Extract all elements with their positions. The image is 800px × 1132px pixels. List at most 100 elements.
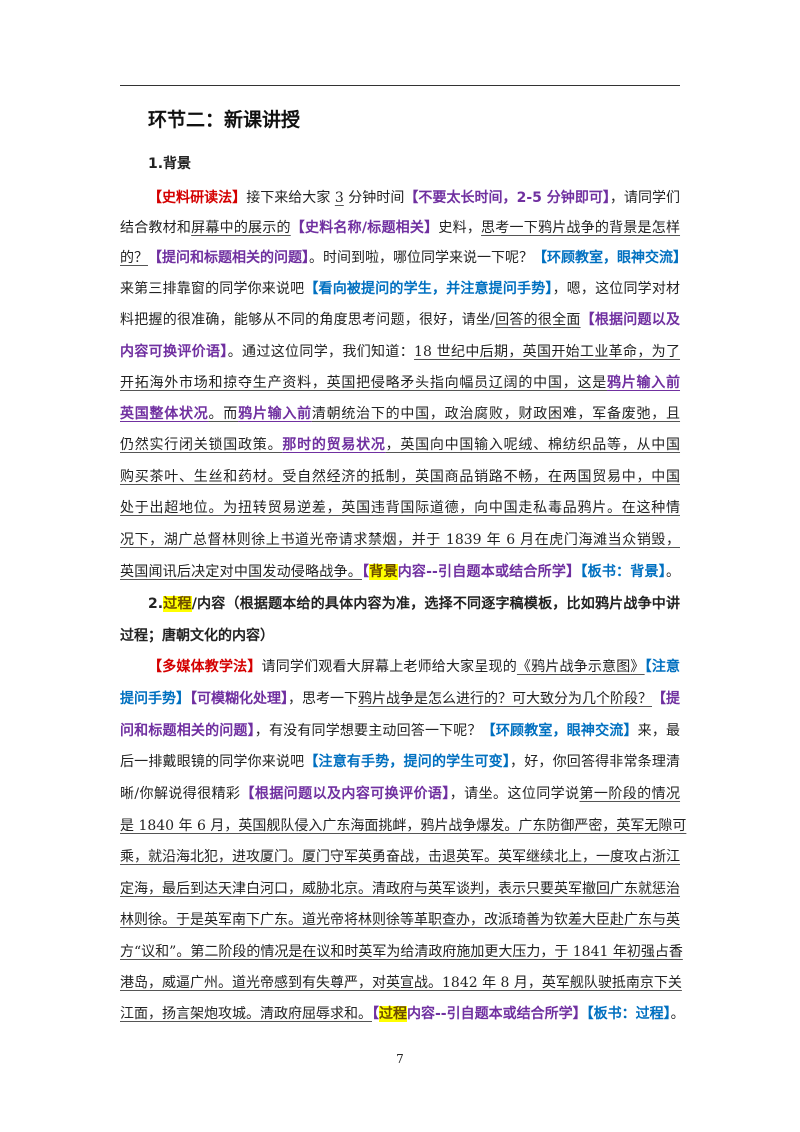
underlined-text: 的？ <box>120 250 148 266</box>
paragraph1-line: 结合教材和屏幕中的展示的【史料名称/标题相关】史料，思考一下鸦片战争的背景是怎样 <box>120 218 680 238</box>
underlined-text: ，英国向中国输入呢绒、棉纺织品等，从中国 <box>385 437 681 453</box>
underlined-text: 处于出超地位。为扭转贸易逆差，英国违背国际道德，向中国走私毒品鸦片。在这种情 <box>120 500 680 516</box>
underlined-text: 第一阶段的情况 <box>579 786 681 802</box>
paragraph1-line: 来第三排靠窗的同学你来说吧【看向被提问的学生，并注意提问手势】，嗯，这位同学对材 <box>120 279 680 299</box>
paragraph2-line: 乘，就沿海北犯，进攻厦门。厦门守军英勇奋战，击退英军。英军继续北上，一度攻占浙江 <box>120 847 680 867</box>
underlined-text: 英国闻讯后决定对中国发动侵略战争。 <box>120 564 362 580</box>
text: 请同学们观看大屏幕上老师给大家呈现的 <box>261 659 517 675</box>
text: ，请坐。这位同学说 <box>449 786 580 802</box>
underlined-text: 江面，扬言架炮攻城。清政府屈辱求和。 <box>120 1006 372 1022</box>
note-tag: 内容可换评价语】 <box>120 344 228 360</box>
underlined-text: 3 <box>334 190 344 206</box>
underlined-text: 屏幕中的展示的 <box>191 220 291 236</box>
paragraph1-line: 开拓海外市场和掠夺生产资料，英国把侵略矛头指向幅员辽阔的中国，这是鸦片输入前 <box>120 373 680 393</box>
text: /内容（根据题本给的具体内容为准，选择不同逐字稿模板，比如鸦片战争中讲 <box>191 596 680 612</box>
note-tag: 【可模糊化处理】 <box>190 691 288 707</box>
action-tag: 提问手势】 <box>120 691 190 707</box>
text: ，思考一下 <box>288 691 358 707</box>
text: 来第三排靠窗的同学你来说吧 <box>120 281 305 297</box>
page-number: 7 <box>396 1052 404 1066</box>
text: ，好，你回答得非常条理清 <box>510 754 681 770</box>
action-tag: 【环顾教室，眼神交流】 <box>481 723 638 739</box>
paragraph1-line: 料把握的很准确，能够从不同的角度思考问题，很好，请坐/回答的很全面【根据问题以及 <box>120 310 680 330</box>
highlighted-text: 过程 <box>379 1006 407 1022</box>
header-rule <box>120 85 680 86</box>
text: ，有没有同学想要主动回答一下呢？ <box>254 723 482 739</box>
text: 结合教材和 <box>120 220 192 236</box>
note-tag: 【 <box>361 564 370 580</box>
paragraph1-line: 仍然实行闭关锁国政策。那时的贸易状况，英国向中国输入呢绒、棉纺织品等，从中国 <box>120 435 680 455</box>
paragraph2-line: 方“议和”。第二阶段的情况是在议和时英军为给清政府施加更大压力，于 1841 年… <box>120 942 683 962</box>
text: 2. <box>148 596 164 612</box>
note-tag: 【 <box>372 1006 379 1022</box>
text: 来，最 <box>637 723 681 739</box>
text: 。 <box>670 1006 685 1022</box>
text: 。 <box>666 564 680 580</box>
paragraph2-line: 港岛，威逼广州。道光帝感到有失尊严，对英宣战。1842 年 8 月，英军舰队驶抵… <box>120 973 682 993</box>
note-tag: 内容--引自题本或结合所学】 <box>407 1006 587 1022</box>
paragraph1-line: 英国闻讯后决定对中国发动侵略战争。【背景内容--引自题本或结合所学】【板书：背景… <box>120 562 680 582</box>
method-tag: 【史料研读法】 <box>148 190 247 206</box>
underlined-text: 回答的很全面 <box>494 312 581 328</box>
action-tag: 【板书：背景】 <box>580 564 666 580</box>
paragraph2-line: 提问手势】【可模糊化处理】，思考一下鸦片战争是怎么进行的？可大致分为几个阶段？【… <box>120 689 680 709</box>
emphasis-text: 那时的贸易状况 <box>282 437 386 453</box>
paragraph2-line: 江面，扬言架炮攻城。清政府屈辱求和。【过程内容--引自题本或结合所学】【板书：过… <box>120 1004 685 1024</box>
note-tag: 【提问和标题相关的问题】 <box>148 250 309 266</box>
paragraph1-line: 英国整体状况。而鸦片输入前清朝统治下的中国，政治腐败，财政困难，军备废弛，且 <box>120 404 680 424</box>
action-tag: 【注意 <box>644 659 681 675</box>
underlined-text: 18 世纪中后期，英国开始工业革命，为了 <box>414 344 681 360</box>
highlighted-text: 过程 <box>163 596 192 612</box>
action-tag: 【环顾教室，眼神交流】 <box>533 250 687 266</box>
paragraph2-line: 问和标题相关的问题】，有没有同学想要主动回答一下呢？【环顾教室，眼神交流】来，最 <box>120 721 680 741</box>
note-tag: 内容--引自题本或结合所学】 <box>397 564 581 580</box>
emphasis-text: 英国整体状况 <box>120 406 209 422</box>
heading2-line: 过程；唐朝文化的内容） <box>120 626 680 646</box>
paragraph2-line: 【多媒体教学法】请同学们观看大屏幕上老师给大家呈现的《鸦片战争示意图》【注意 <box>148 657 680 677</box>
method-tag: 【多媒体教学法】 <box>148 659 262 675</box>
paragraph1-line: 购买茶叶、生丝和药材。受自然经济的抵制，英国商品销路不畅，在两国贸易中，中国 <box>120 467 680 487</box>
underlined-text: 林则徐。于是英军南下广东。道光帝将林则徐等革职查办，改派琦善为钦差大臣赴广东与英 <box>120 912 680 928</box>
emphasis-text: 鸦片输入前 <box>606 375 681 391</box>
text: ，嗯，这位同学对材 <box>552 281 681 297</box>
text: 分钟时间 <box>343 190 405 206</box>
paragraph1-line: 处于出超地位。为扭转贸易逆差，英国违背国际道德，向中国走私毒品鸦片。在这种情 <box>120 498 680 518</box>
paragraph1-line: 况下，湖广总督林则徐上书道光帝请求禁烟，并于 1839 年 6 月在虎门海滩当众… <box>120 530 680 550</box>
text: 后一排戴眼镜的同学你来说吧 <box>120 754 305 770</box>
note-tag: 【根据问题以及 <box>580 312 681 328</box>
paragraph2-line: 晰/你解说得很精彩【根据问题以及内容可换评价语】，请坐。这位同学说第一阶段的情况 <box>120 784 680 804</box>
underlined-text: 思考一下鸦片战争的背景是怎样 <box>481 220 681 236</box>
note-tag: 【不要太长时间，2-5 分钟即可】 <box>404 190 610 206</box>
underlined-text: 仍然实行闭关锁国政策。 <box>120 437 283 453</box>
text: 。时间到啦，哪位同学来说一下呢？ <box>309 250 533 266</box>
action-tag: 【看向被提问的学生，并注意提问手势】 <box>304 281 553 297</box>
note-tag: 【提 <box>652 691 680 707</box>
note-tag: 问和标题相关的问题】 <box>120 723 255 739</box>
note-tag: 【根据问题以及内容可换评价语】 <box>240 786 450 802</box>
paragraph2-line: 是 1840 年 6 月，英国舰队侵入广东海面挑衅，鸦片战争爆发。广东防御严密，… <box>120 816 686 836</box>
note-tag: 【史料名称/标题相关】 <box>290 220 439 236</box>
underlined-text: 方“议和”。第二阶段的情况是在议和时英军为给清政府施加更大压力，于 1841 年… <box>120 944 683 960</box>
underlined-text: 港岛，威逼广州。道光帝感到有失尊严，对英宣战。1842 年 8 月，英军舰队驶抵… <box>120 975 682 991</box>
heading-background: 1.背景 <box>148 156 192 172</box>
paragraph1-line: 【史料研读法】接下来给大家 3 分钟时间【不要太长时间，2-5 分钟即可】，请同… <box>148 188 680 208</box>
paragraph1-line: 的？【提问和标题相关的问题】。时间到啦，哪位同学来说一下呢？【环顾教室，眼神交流… <box>120 248 687 268</box>
text: ，请同学们 <box>609 190 681 206</box>
text: 晰/你解说得很精彩 <box>120 786 241 802</box>
paragraph2-line: 林则徐。于是英军南下广东。道光帝将林则徐等革职查办，改派琦善为钦差大臣赴广东与英 <box>120 910 680 930</box>
underlined-text: 况下，湖广总督林则徐上书道光帝请求禁烟，并于 1839 年 6 月在虎门海滩当众… <box>120 532 680 548</box>
underlined-text: 定海，最后到达天津白河口，威胁北京。清政府与英军谈判，表示只要英军撤回广东就惩治 <box>120 881 680 897</box>
text: 过程；唐朝文化的内容） <box>120 628 274 644</box>
highlighted-text: 背景 <box>369 564 398 580</box>
underlined-text: 鸦片战争是怎么进行的？可大致分为几个阶段？ <box>358 691 652 707</box>
action-tag: 【注意有手势，提问的学生可变】 <box>304 754 511 770</box>
heading2-line: 2.过程/内容（根据题本给的具体内容为准，选择不同逐字稿模板，比如鸦片战争中讲 <box>148 594 680 614</box>
underlined-text: 《鸦片战争示意图》 <box>516 659 645 675</box>
text: 接下来给大家 <box>246 190 335 206</box>
paragraph2-line: 后一排戴眼镜的同学你来说吧【注意有手势，提问的学生可变】，好，你回答得非常条理清 <box>120 752 680 772</box>
underlined-text: 是 1840 年 6 月，英国舰队侵入广东海面挑衅，鸦片战争爆发。广东防御严密，… <box>120 818 687 834</box>
text: 料把握的很准确，能够从不同的角度思考问题，很好，请坐/ <box>120 312 495 328</box>
underlined-text: 。而 <box>208 406 239 422</box>
underlined-text: 购买茶叶、生丝和药材。受自然经济的抵制，英国商品销路不畅，在两国贸易中，中国 <box>120 469 680 485</box>
text: 史料， <box>438 220 482 236</box>
